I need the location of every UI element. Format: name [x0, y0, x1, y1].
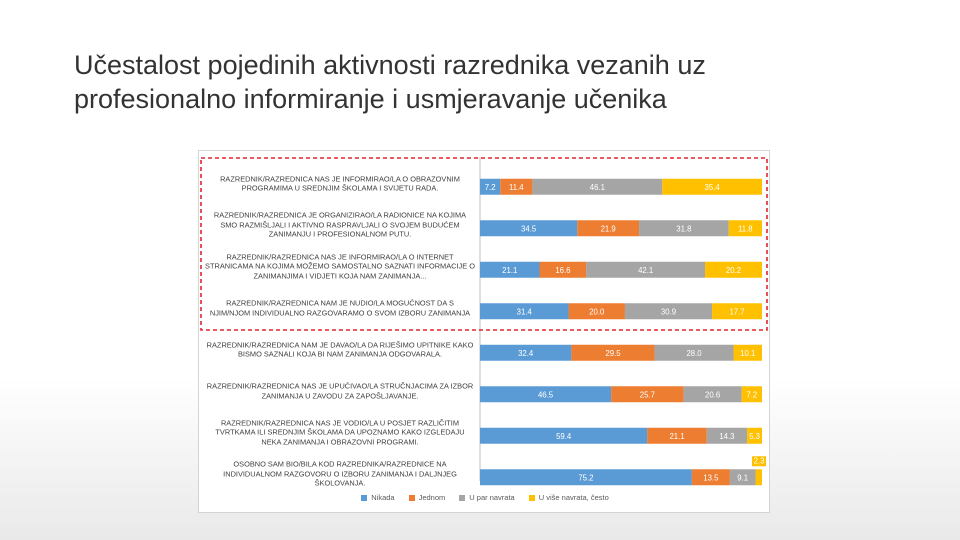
bar-nikada-7 — [480, 469, 692, 486]
slide-title: Učestalost pojedinih aktivnosti razredni… — [74, 50, 706, 114]
bar-nikada-1 — [480, 220, 578, 237]
legend-label: Nikada — [371, 493, 395, 502]
legend-label: U par navrata — [469, 493, 515, 502]
data-label: 35.4 — [705, 183, 721, 192]
data-label: 20.6 — [705, 390, 720, 399]
category-label: RAZREDNIK/RAZREDNICA JE ORGANIZIRAO/LA R… — [213, 210, 467, 240]
legend-item: Nikada — [361, 493, 395, 502]
data-label: 9.1 — [737, 473, 748, 482]
data-label: 11.8 — [738, 224, 753, 233]
data-label: 29.5 — [605, 349, 621, 358]
bar-jednom-4 — [571, 344, 655, 361]
category-label: RAZREDNIK/RAZREDNICA NAS JE INFORMIRAO/L… — [205, 252, 475, 281]
data-label: 5.3 — [749, 432, 760, 441]
bar-u-vi-e-navrata-esto-7 — [755, 469, 762, 486]
bar-u-par-navrata-7 — [729, 469, 756, 486]
bar-jednom-2 — [539, 261, 587, 278]
bar-nikada-6 — [480, 427, 648, 444]
legend-label: U više navrata, često — [538, 493, 609, 502]
chart-frame: 7.2 11.4 46.1 35.4 34.5 21.9 31.8 11.8 21.1 16.6 4… — [198, 150, 770, 513]
data-label: 46.1 — [590, 183, 605, 192]
bar-jednom-1 — [577, 220, 640, 237]
bar-u-par-navrata-6 — [706, 427, 748, 444]
stacked-bar-chart: 7.2 11.4 46.1 35.4 34.5 21.9 31.8 11.8 21.1 16.6 4… — [200, 157, 768, 486]
data-label: 13.5 — [703, 473, 719, 482]
bar-u-par-navrata-5 — [683, 386, 742, 403]
data-label: 7.2 — [485, 183, 496, 192]
bar-u-par-navrata-3 — [624, 303, 713, 320]
bar-nikada-4 — [480, 344, 572, 361]
data-label: 34.5 — [521, 224, 537, 233]
data-label: 21.1 — [502, 266, 517, 275]
bar-nikada-0 — [480, 178, 501, 195]
bar-u-vi-e-navrata-esto-0 — [662, 178, 762, 195]
bar-u-par-navrata-4 — [654, 344, 734, 361]
bar-jednom-6 — [647, 427, 707, 444]
legend-item: Jednom — [408, 493, 446, 502]
data-label: 20.2 — [726, 266, 741, 275]
data-label: 7.2 — [746, 390, 757, 399]
category-label: OSOBNO SAM BIO/BILA KOD RAZREDNIKA/RAZRE… — [223, 459, 457, 489]
chart-legend: Nikada Jednom U par navrata U više navrata,… — [199, 493, 771, 502]
bar-u-vi-e-navrata-esto-2 — [705, 261, 762, 278]
data-label: 75.2 — [578, 473, 593, 482]
legend-swatch — [528, 494, 535, 501]
bar-u-vi-e-navrata-esto-1 — [728, 220, 762, 237]
legend-swatch — [361, 494, 368, 501]
category-label: RAZREDNIK/RAZREDNICA NAS JE UPUĆIVAO/LA … — [206, 381, 474, 401]
data-label: 46.5 — [538, 390, 554, 399]
data-label-bg — [752, 456, 766, 467]
category-label: RAZREDNIK/RAZREDNICA NAM JE DAVAO/LA DA … — [206, 340, 474, 359]
legend-label: Jednom — [418, 493, 446, 502]
data-label: 59.4 — [556, 432, 572, 441]
data-label: 30.9 — [661, 307, 676, 316]
highlight-box — [200, 157, 768, 331]
data-label: 10.1 — [740, 349, 755, 358]
data-label: 31.8 — [676, 224, 691, 233]
data-label: 17.7 — [729, 307, 744, 316]
category-label: RAZREDNIK/RAZREDNICA NAS JE INFORMIRAO/L… — [220, 174, 460, 193]
bar-nikada-2 — [480, 261, 540, 278]
bar-jednom-0 — [500, 178, 533, 195]
data-label: 20.0 — [589, 307, 605, 316]
data-label: 14.3 — [719, 432, 734, 441]
legend-swatch — [459, 494, 466, 501]
bar-u-vi-e-navrata-esto-5 — [741, 386, 762, 403]
data-label: 25.7 — [640, 390, 655, 399]
bar-nikada-3 — [480, 303, 569, 320]
bar-u-vi-e-navrata-esto-4 — [733, 344, 762, 361]
data-label: 2.3 — [754, 456, 765, 465]
bar-u-par-navrata-2 — [586, 261, 706, 278]
category-label: RAZREDNIK/RAZREDNICA NAM JE NUDIO/LA MOG… — [209, 298, 471, 318]
bar-u-vi-e-navrata-esto-3 — [712, 303, 762, 320]
data-label: 28.0 — [686, 349, 702, 358]
bar-u-vi-e-navrata-esto-6 — [747, 427, 762, 444]
bar-u-par-navrata-0 — [532, 178, 663, 195]
data-label: 21.9 — [601, 224, 616, 233]
bar-u-par-navrata-1 — [639, 220, 729, 237]
data-label: 11.4 — [509, 183, 524, 192]
data-label: 32.4 — [518, 349, 534, 358]
data-label: 31.4 — [517, 307, 533, 316]
bar-jednom-5 — [611, 386, 684, 403]
legend-item: U par navrata — [459, 493, 515, 502]
bar-jednom-3 — [568, 303, 625, 320]
data-label: 16.6 — [555, 266, 570, 275]
bar-nikada-5 — [480, 386, 612, 403]
bar-jednom-7 — [691, 469, 730, 486]
legend-swatch — [408, 494, 415, 501]
data-label: 42.1 — [638, 266, 653, 275]
legend-item: U više navrata, često — [528, 493, 609, 502]
category-label: RAZREDNIK/RAZREDNICA NAS JE VODIO/LA U P… — [215, 418, 465, 447]
data-label: 21.1 — [669, 432, 684, 441]
